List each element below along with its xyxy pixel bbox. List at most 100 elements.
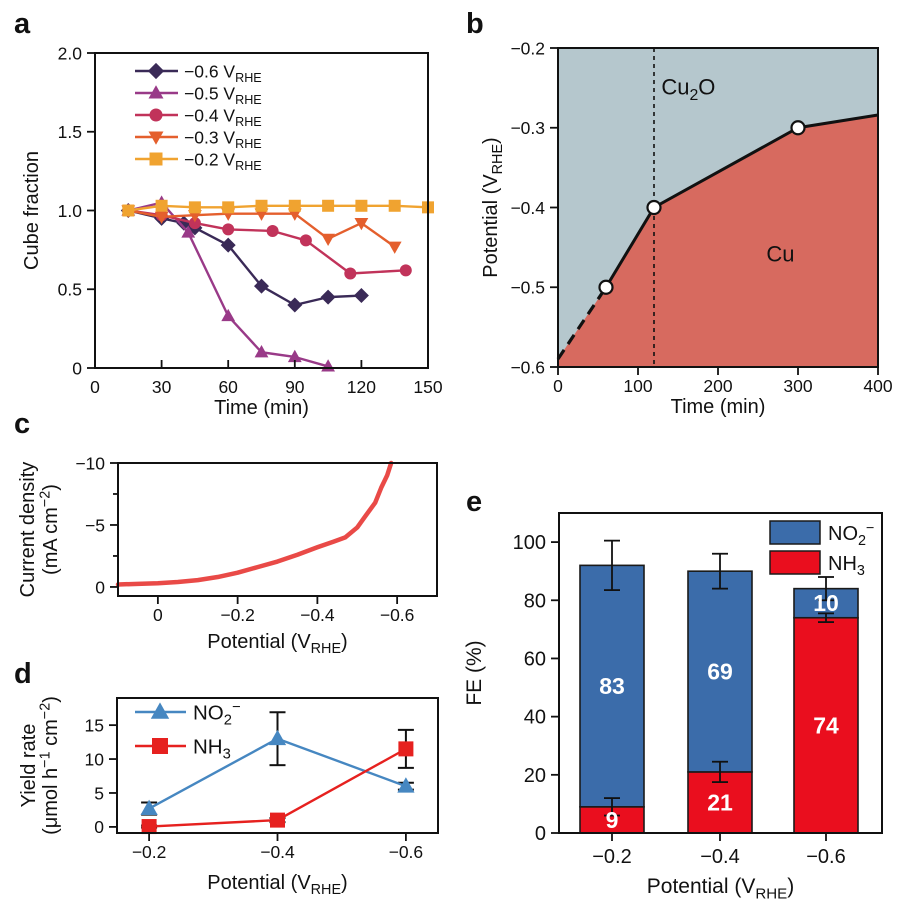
legend-label: NH3 — [193, 735, 231, 762]
x-tick-label: −0.6 — [806, 846, 845, 868]
x-tick-label: 150 — [413, 377, 442, 397]
y-tick-label: 1.5 — [58, 122, 82, 142]
legend-label: NO2− — [193, 700, 241, 729]
x-tick-label: −0.6 — [389, 842, 424, 862]
series-1 — [141, 728, 414, 835]
boundary-dashed — [556, 286, 608, 360]
bar-segment-0-2 — [793, 616, 859, 834]
x-tick-label: 0 — [153, 605, 163, 625]
x-axis-label: Potential (VRHE) — [207, 872, 347, 898]
data-point-marker — [322, 199, 335, 212]
y-tick-label: 15 — [85, 715, 104, 735]
data-point-marker — [221, 308, 236, 322]
series-line — [127, 204, 430, 212]
series-0 — [115, 460, 394, 587]
panel-letter-b: b — [466, 8, 484, 40]
y-axis-label: FE (%) — [463, 640, 486, 705]
data-point-marker — [149, 152, 163, 166]
y-tick-label: 80 — [524, 590, 546, 612]
bar-segment-1-0 — [579, 564, 645, 808]
x-tick-label: −0.2 — [220, 605, 255, 625]
data-point-marker — [152, 738, 168, 754]
y-tick-label: 0 — [95, 577, 105, 597]
y-tick-label: −0.5 — [510, 278, 545, 298]
bar-value-label: 69 — [707, 659, 733, 685]
panel-a-cube-fraction-chart: −0.6 VRHE−0.5 VRHE−0.4 VRHE−0.3 VRHE−0.2… — [21, 43, 443, 419]
x-tick-label: −0.4 — [300, 605, 335, 625]
x-tick-label: 120 — [347, 377, 376, 397]
y-tick-label: 40 — [524, 707, 546, 729]
x-axis-label: Potential (VRHE) — [207, 631, 347, 657]
legend-label: −0.5 VRHE — [184, 83, 262, 107]
series-line — [115, 460, 394, 587]
error-bar — [712, 760, 728, 783]
y-axis-ticks — [109, 724, 117, 828]
data-point-marker — [321, 233, 335, 247]
error-bar — [604, 797, 620, 817]
y-tick-label: 0 — [72, 358, 82, 378]
boundary-point — [646, 199, 662, 216]
data-point-marker — [270, 812, 285, 828]
data-point-marker — [268, 729, 287, 746]
legend-label: −0.6 VRHE — [184, 61, 262, 85]
data-point-marker — [354, 218, 369, 231]
bar-value-label: 10 — [813, 590, 839, 616]
error-bar — [604, 539, 620, 591]
panel-d-yield-rate-chart: NO2− NH3 −0.2 −0.4 −0.6 0 5 10 15 Potential (VRHE… — [18, 696, 439, 898]
panel-letter-e: e — [466, 486, 483, 518]
x-tick-label: −0.4 — [260, 842, 295, 862]
y-axis-label: Current density — [17, 462, 39, 598]
plot-frame — [94, 52, 429, 369]
data-point-marker — [287, 297, 303, 313]
x-axis-label: Time (min) — [671, 396, 766, 418]
legend: NO2− NH3 — [769, 520, 874, 579]
error-bar — [712, 552, 728, 590]
x-tick-label: 90 — [285, 377, 305, 397]
region-label-cu2o: Cu2O — [661, 74, 715, 104]
y-tick-label: −10 — [75, 453, 105, 473]
x-tick-label: 30 — [152, 377, 172, 397]
bar-value-label: 9 — [606, 807, 619, 833]
legend-label: NH3 — [828, 553, 865, 579]
x-axis-ticks — [156, 596, 399, 604]
boundary-point — [790, 120, 806, 136]
data-point-marker — [122, 204, 135, 217]
x-axis-ticks — [148, 833, 407, 841]
data-point-marker — [222, 201, 235, 214]
plot-frame — [116, 697, 439, 834]
data-point-marker — [149, 108, 163, 122]
x-axis-ticks — [557, 367, 879, 375]
x-tick-label: 60 — [218, 377, 238, 397]
x-tick-label: −0.4 — [700, 846, 739, 868]
boundary-solid — [604, 113, 879, 289]
region-label-cu: Cu — [766, 242, 794, 267]
panel-e-fe-bar-chart: 9 83 −0.2 21 69 −0.4 74 10 −0.6 0 20 40 60 80 100 Poten… — [463, 512, 883, 902]
series-0 — [140, 711, 415, 816]
y-axis-label: Cube fraction — [21, 151, 43, 270]
y-tick-label: 5 — [94, 783, 104, 803]
error-bar — [818, 576, 834, 602]
y-tick-label: 60 — [524, 648, 546, 670]
data-point-marker — [181, 225, 196, 238]
y-axis-ticks — [110, 462, 118, 588]
data-point-marker — [154, 211, 169, 224]
legend-swatch — [769, 550, 821, 575]
y-tick-label: −5 — [85, 515, 105, 535]
panel-letter-c: c — [14, 408, 31, 440]
legend-label: NO2− — [828, 520, 874, 549]
legend: −0.6 VRHE−0.5 VRHE−0.4 VRHE−0.3 VRHE−0.2… — [135, 61, 262, 173]
data-point-marker — [398, 741, 414, 757]
data-point-marker — [299, 234, 312, 247]
data-point-marker — [355, 199, 368, 212]
y-axis-ticks — [550, 47, 558, 368]
data-point-marker — [148, 85, 164, 99]
x-tick-label: −0.6 — [380, 605, 415, 625]
series-1 — [121, 195, 335, 372]
series-4 — [122, 199, 434, 217]
data-point-marker — [188, 201, 201, 214]
x-tick-label: 300 — [783, 376, 812, 396]
x-axis-label: Potential (VRHE) — [647, 875, 794, 902]
plot-frame — [558, 512, 883, 834]
legend: NO2− NH3 — [135, 700, 241, 763]
